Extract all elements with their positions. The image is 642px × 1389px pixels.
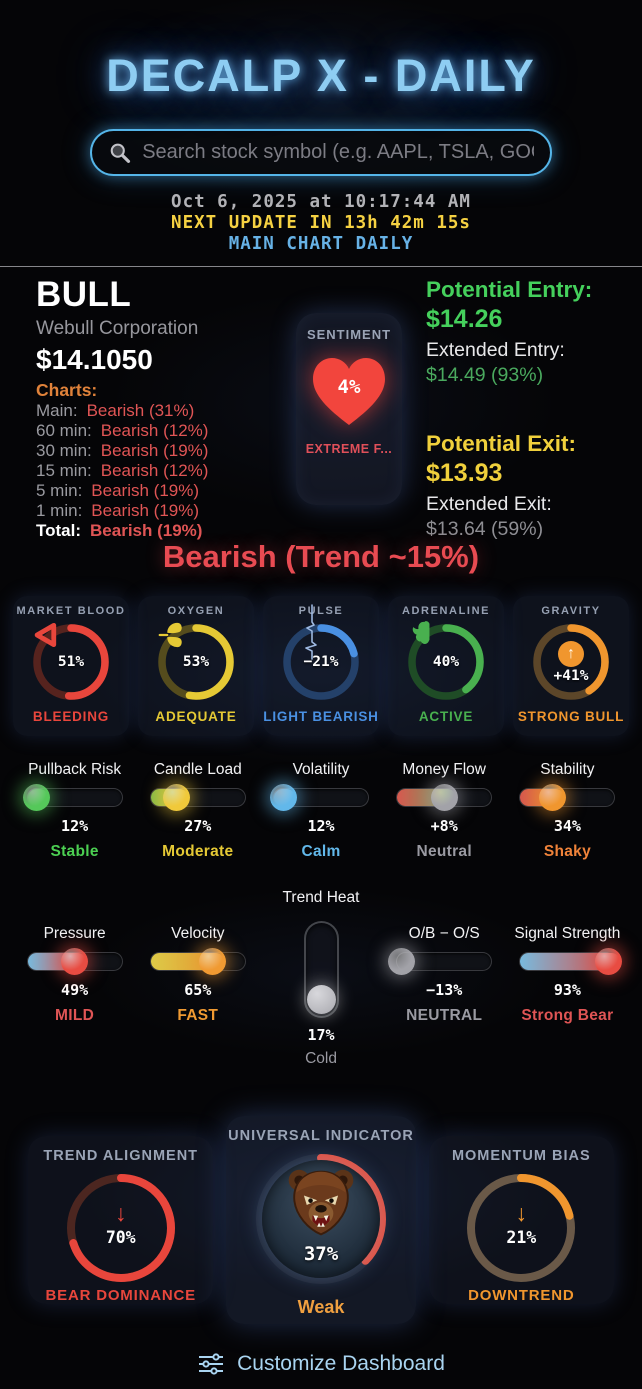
gauge-status: LIGHT BEARISH <box>263 709 379 724</box>
rabbit-icon <box>412 621 430 644</box>
chart-mode-text: MAIN CHART DAILY <box>228 234 414 254</box>
sliders-row-2: Pressure 49% MILD Velocity 65% FAST Tren… <box>0 889 642 1068</box>
gauge-status: ADEQUATE <box>155 709 237 724</box>
pullback-risk-slider: Pullback Risk 12% Stable <box>13 761 136 861</box>
company-name: Webull Corporation <box>36 318 199 339</box>
stock-price: $14.1050 <box>36 344 153 375</box>
sentiment-value: 4% <box>337 375 361 398</box>
signal-strength-slider: Signal Strength 93% Strong Bear <box>514 925 622 1024</box>
timeframe-row: 60 min: Bearish (12%) <box>36 421 209 440</box>
separator-line <box>0 266 642 267</box>
entry-exit-panel: Potential Entry: $14.26 Extended Entry: … <box>402 275 612 540</box>
thermometer <box>303 921 339 1018</box>
datetime-text: Oct 6, 2025 at 10:17:44 AM <box>171 192 471 212</box>
next-update-text: NEXT UPDATE IN 13h 42m 15s <box>171 213 471 233</box>
gauge-status: DOWNTREND <box>468 1287 575 1304</box>
slider-track[interactable] <box>149 948 246 975</box>
universal-indicator-gauge: UNIVERSAL INDICATOR <box>226 1116 416 1324</box>
trend-banner: Bearish (Trend ~15%) <box>162 539 480 574</box>
timeframe-row: 5 min: Bearish (19%) <box>36 481 200 500</box>
slider-track[interactable] <box>270 784 369 811</box>
down-arrow-icon: ↓ <box>515 1200 528 1226</box>
potential-exit-heading: Potential Exit: <box>426 431 577 456</box>
velocity-slider: Velocity 65% FAST <box>136 925 259 1025</box>
slider-knob[interactable] <box>387 948 415 975</box>
timeframe-row: 30 min: Bearish (19%) <box>36 441 209 460</box>
heart-icon: 4% <box>306 350 392 430</box>
slider-track[interactable] <box>26 948 123 975</box>
potential-entry-heading: Potential Entry: <box>426 277 593 302</box>
gravity-gauge: GRAVITY ↑ +41% STRONG BULL <box>513 596 629 736</box>
slider-knob[interactable] <box>539 784 567 811</box>
timeframe-total-row: Total: Bearish (19%) <box>36 521 203 540</box>
bear-icon <box>288 1169 354 1236</box>
sentiment-widget: SENTIMENT 4% EXTREME F... <box>296 313 402 505</box>
search-placeholder: Search stock symbol (e.g. AAPL, TSLA, GO… <box>142 141 534 163</box>
slider-knob[interactable] <box>23 784 51 811</box>
slider-knob[interactable] <box>163 784 191 811</box>
sentiment-status: EXTREME F... <box>305 442 393 456</box>
customize-dashboard-button[interactable]: Customize Dashboard <box>0 1351 642 1377</box>
extended-exit-label: Extended Exit: <box>426 493 552 515</box>
lungs-icon <box>158 622 182 648</box>
potential-exit-price: $13.93 <box>426 459 503 487</box>
customize-dashboard-label: Customize Dashboard <box>237 1352 445 1375</box>
potential-entry-price: $14.26 <box>426 305 503 333</box>
pulse-gauge: PULSE −21% LIGHT BEARISH <box>263 596 379 736</box>
extended-exit-value: $13.64 (59%) <box>426 518 544 540</box>
momentum-bias-gauge: MOMENTUM BIAS ↓ 21% DOWNTREND <box>428 1136 615 1304</box>
sliders-row-1: Pullback Risk 12% Stable Candle Load 27%… <box>0 761 642 861</box>
charts-heading: Charts: <box>36 380 98 400</box>
slider-track[interactable] <box>396 784 493 811</box>
slider-knob[interactable] <box>594 948 622 975</box>
trend-heat-widget: Trend Heat 17% Cold <box>282 889 360 1067</box>
money-flow-slider: Money Flow +8% Neutral <box>383 761 506 861</box>
stability-slider: Stability 34% Shaky <box>506 761 629 861</box>
blood-drop-icon <box>34 622 57 648</box>
timeframe-row: Main: Bearish (31%) <box>36 401 195 420</box>
slider-knob[interactable] <box>270 784 298 811</box>
slider-knob[interactable] <box>60 948 88 975</box>
pressure-slider: Pressure 49% MILD <box>13 925 136 1025</box>
bottom-gauges-section: TREND ALIGNMENT ↓ 70% BEAR DOMINANCE UNI… <box>0 1116 642 1324</box>
slider-track[interactable] <box>519 948 622 975</box>
magnifier-icon <box>110 143 131 163</box>
slider-track[interactable] <box>149 784 246 811</box>
up-arrow-icon: ↑ <box>558 640 584 667</box>
thermometer-bulb <box>306 985 336 1014</box>
stock-symbol: BULL <box>36 275 132 314</box>
slider-knob[interactable] <box>198 948 226 975</box>
sliders-icon <box>199 1353 224 1375</box>
ekg-icon <box>305 604 317 660</box>
extended-entry-label: Extended Entry: <box>426 339 565 361</box>
vital-gauges-section: MARKET BLOOD 51% BLEEDING OXYGEN <box>0 596 642 736</box>
stock-info-section: BULL Webull Corporation $14.1050 Charts:… <box>0 267 642 540</box>
slider-knob[interactable] <box>431 784 459 811</box>
oxygen-gauge: OXYGEN 53% ADEQUATE <box>138 596 254 736</box>
timeframe-row: 1 min: Bearish (19%) <box>36 501 200 520</box>
gauge-status: BLEEDING <box>32 709 110 724</box>
ob-os-slider: O/B − O/S −13% NEUTRAL <box>383 925 506 1025</box>
slider-track[interactable] <box>519 784 616 811</box>
down-arrow-icon: ↓ <box>114 1200 127 1226</box>
search-input[interactable]: Search stock symbol (e.g. AAPL, TSLA, GO… <box>90 129 552 176</box>
market-blood-gauge: MARKET BLOOD 51% BLEEDING <box>13 596 129 736</box>
gauge-status: BEAR DOMINANCE <box>45 1287 196 1304</box>
gauge-status: Weak <box>297 1297 345 1317</box>
candle-load-slider: Candle Load 27% Moderate <box>136 761 259 861</box>
slider-track[interactable] <box>23 784 123 811</box>
adrenaline-gauge: ADRENALINE 40% ACTIVE <box>388 596 504 736</box>
gauge-status: STRONG BULL <box>517 709 625 724</box>
volatility-slider: Volatility 12% Calm <box>259 761 382 861</box>
slider-track[interactable] <box>387 948 493 975</box>
timeframe-row: 15 min: Bearish (12%) <box>36 461 209 480</box>
extended-entry-value: $14.49 (93%) <box>426 364 544 386</box>
trend-alignment-gauge: TREND ALIGNMENT ↓ 70% BEAR DOMINANCE <box>28 1136 214 1304</box>
status-block: Oct 6, 2025 at 10:17:44 AM NEXT UPDATE I… <box>0 192 642 255</box>
gauge-status: ACTIVE <box>418 709 474 724</box>
sentiment-title: SENTIMENT <box>306 327 392 342</box>
app-title: DECALP X - DAILY <box>106 50 536 101</box>
stock-details: BULL Webull Corporation $14.1050 Charts:… <box>36 275 288 540</box>
